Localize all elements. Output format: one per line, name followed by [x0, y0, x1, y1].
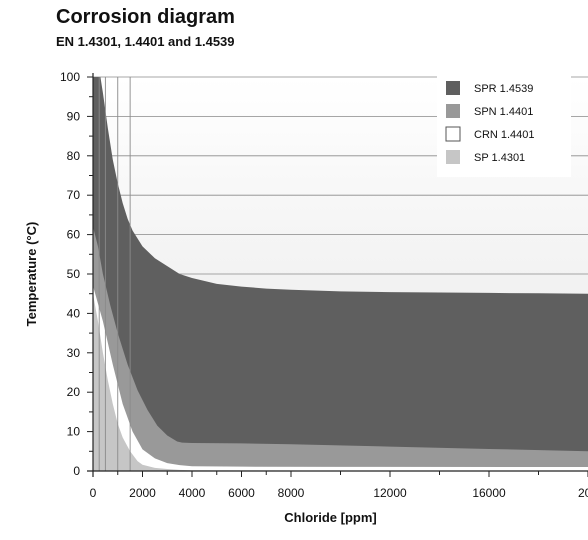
- y-tick-label: 20: [67, 385, 81, 399]
- y-tick-label: 40: [67, 306, 81, 320]
- x-tick-label: 4000: [179, 486, 206, 500]
- x-tick-label: 12000: [373, 486, 407, 500]
- x-axis-label: Chloride [ppm]: [284, 510, 376, 525]
- legend-label-0: SPR 1.4539: [474, 83, 533, 95]
- y-tick-label: 70: [67, 188, 81, 202]
- area-series-0: [93, 77, 588, 471]
- legend-swatch-1: [446, 104, 460, 118]
- x-tick-label: 6000: [228, 486, 255, 500]
- area-series-1: [93, 226, 588, 471]
- x-tick-label: 0: [90, 486, 97, 500]
- y-tick-label: 0: [73, 464, 80, 478]
- chart-title: Corrosion diagram: [56, 6, 235, 28]
- chart-subtitle: EN 1.4301, 1.4401 and 1.4539: [56, 34, 235, 49]
- vertical-reference-lines: [98, 77, 131, 471]
- legend-swatch-2: [445, 126, 461, 142]
- legend: SPR 1.4539 SPN 1.4401 CRN 1.4401 SP 1.4301: [437, 73, 571, 177]
- y-axis-label: Temperature (°C): [24, 222, 39, 327]
- x-tick-label: 8000: [278, 486, 305, 500]
- y-tick-label: 90: [67, 109, 81, 123]
- y-tick-label: 50: [67, 267, 81, 281]
- y-tick-label: 10: [67, 425, 81, 439]
- x-tick-label: 2000: [129, 486, 156, 500]
- tick-labels: 0 10 20 30 40 50 60 70 80 90 100 0 2000 4000 6000 8000 1…: [60, 70, 588, 500]
- area-series-2: [93, 285, 588, 471]
- legend-label-3: SP 1.4301: [474, 152, 525, 164]
- legend-label-1: SPN 1.4401: [474, 106, 533, 118]
- series-areas: [93, 77, 588, 471]
- legend-label-2: CRN 1.4401: [474, 129, 535, 141]
- x-tick-label: 200: [578, 486, 588, 500]
- legend-swatch-0: [446, 81, 460, 95]
- x-tick-label: 16000: [472, 486, 506, 500]
- legend-swatch-3: [446, 150, 460, 164]
- y-tick-label: 80: [67, 149, 81, 163]
- y-tick-label: 30: [67, 346, 81, 360]
- y-tick-label: 60: [67, 228, 81, 242]
- axes: [87, 73, 588, 477]
- y-tick-label: 100: [60, 70, 80, 84]
